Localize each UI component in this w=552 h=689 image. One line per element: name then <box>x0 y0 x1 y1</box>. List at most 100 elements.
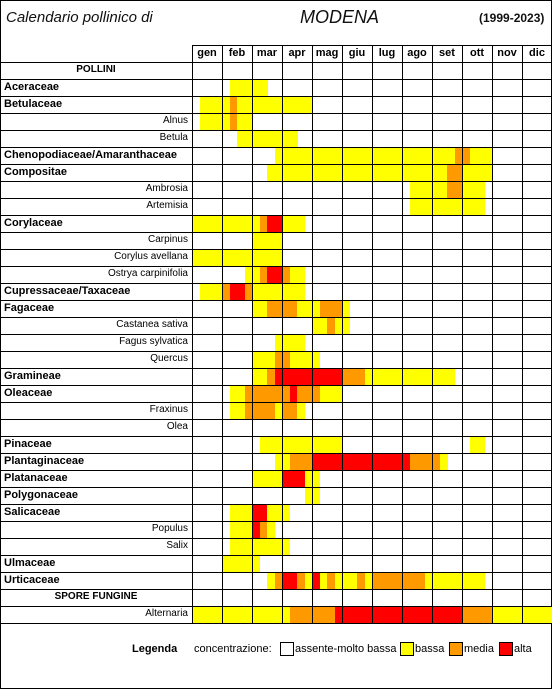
period-cell <box>492 607 500 623</box>
period-cell <box>199 216 208 232</box>
period-cell <box>237 386 245 402</box>
period-cell <box>274 301 283 317</box>
period-cell <box>259 131 268 147</box>
month-divider <box>372 45 373 623</box>
period-cell <box>462 573 470 589</box>
period-cell <box>274 454 283 470</box>
period-cell <box>274 267 283 283</box>
row-divider <box>0 470 552 471</box>
period-cell <box>319 573 328 589</box>
period-cell <box>289 573 298 589</box>
row-divider <box>0 130 552 131</box>
period-cell <box>327 454 335 470</box>
period-cell <box>282 437 290 453</box>
period-cell <box>297 216 305 232</box>
species-label-corylus-avellana: Corylus avellana <box>114 251 188 262</box>
period-cell <box>364 454 373 470</box>
period-cell <box>379 454 388 470</box>
period-cell <box>214 607 223 623</box>
period-cell <box>417 165 425 181</box>
period-cell <box>387 148 395 164</box>
period-cell <box>267 233 275 249</box>
period-cell <box>402 573 410 589</box>
period-cell <box>387 573 395 589</box>
period-cell <box>379 573 388 589</box>
period-cell <box>244 403 253 419</box>
period-cell <box>267 250 275 266</box>
period-cell <box>312 454 320 470</box>
period-cell <box>274 131 283 147</box>
period-cell <box>289 165 298 181</box>
period-cell <box>304 607 313 623</box>
row-divider <box>0 283 552 284</box>
row-divider <box>0 232 552 233</box>
row-divider <box>0 385 552 386</box>
period-cell <box>432 573 440 589</box>
period-cell <box>469 573 478 589</box>
period-cell <box>544 607 552 623</box>
period-cell <box>334 165 343 181</box>
period-cell <box>409 199 418 215</box>
period-cell <box>304 437 313 453</box>
period-cell <box>282 335 290 351</box>
period-cell <box>342 301 350 317</box>
period-cell <box>312 369 320 385</box>
period-cell <box>274 505 283 521</box>
month-header-apr: apr <box>288 47 306 59</box>
period-cell <box>289 267 298 283</box>
period-cell <box>282 471 290 487</box>
period-cell <box>267 216 275 232</box>
row-divider <box>0 300 552 301</box>
period-cell <box>409 182 418 198</box>
period-cell <box>297 284 305 300</box>
period-cell <box>327 301 335 317</box>
period-cell <box>297 573 305 589</box>
period-cell <box>259 505 268 521</box>
period-cell <box>259 369 268 385</box>
period-cell <box>312 488 320 504</box>
period-cell <box>304 165 313 181</box>
period-cell <box>349 165 358 181</box>
period-cell <box>282 573 290 589</box>
month-header-dic: dic <box>529 47 545 59</box>
family-label-pinaceae: Pinaceae <box>4 438 52 450</box>
period-cell <box>304 386 313 402</box>
family-label-plantaginaceae: Plantaginaceae <box>4 455 85 467</box>
period-cell <box>387 165 395 181</box>
period-cell <box>387 454 395 470</box>
period-cell <box>447 607 455 623</box>
period-cell <box>229 216 238 232</box>
period-cell <box>439 573 448 589</box>
period-cell <box>364 607 373 623</box>
period-cell <box>267 573 275 589</box>
period-cell <box>319 318 328 334</box>
month-divider <box>462 45 463 623</box>
period-cell <box>274 216 283 232</box>
row-divider <box>0 419 552 420</box>
period-cell <box>207 284 215 300</box>
period-cell <box>274 403 283 419</box>
period-cell <box>237 114 245 130</box>
period-cell <box>447 182 455 198</box>
period-cell <box>267 165 275 181</box>
period-cell <box>402 454 410 470</box>
period-cell <box>439 607 448 623</box>
period-cell <box>477 199 485 215</box>
month-divider <box>432 45 433 623</box>
period-cell <box>417 148 425 164</box>
period-cell <box>424 369 433 385</box>
period-cell <box>274 471 283 487</box>
period-cell <box>252 505 260 521</box>
period-cell <box>297 369 305 385</box>
period-cell <box>379 165 388 181</box>
period-cell <box>304 352 313 368</box>
period-cell <box>409 369 418 385</box>
family-label-urticaceae: Urticaceae <box>4 574 60 586</box>
row-divider <box>0 164 552 165</box>
period-cell <box>274 233 283 249</box>
period-cell <box>379 148 388 164</box>
period-cell <box>237 250 245 266</box>
period-cell <box>304 573 313 589</box>
city-title: MODENA <box>300 7 380 27</box>
row-divider <box>0 623 552 624</box>
